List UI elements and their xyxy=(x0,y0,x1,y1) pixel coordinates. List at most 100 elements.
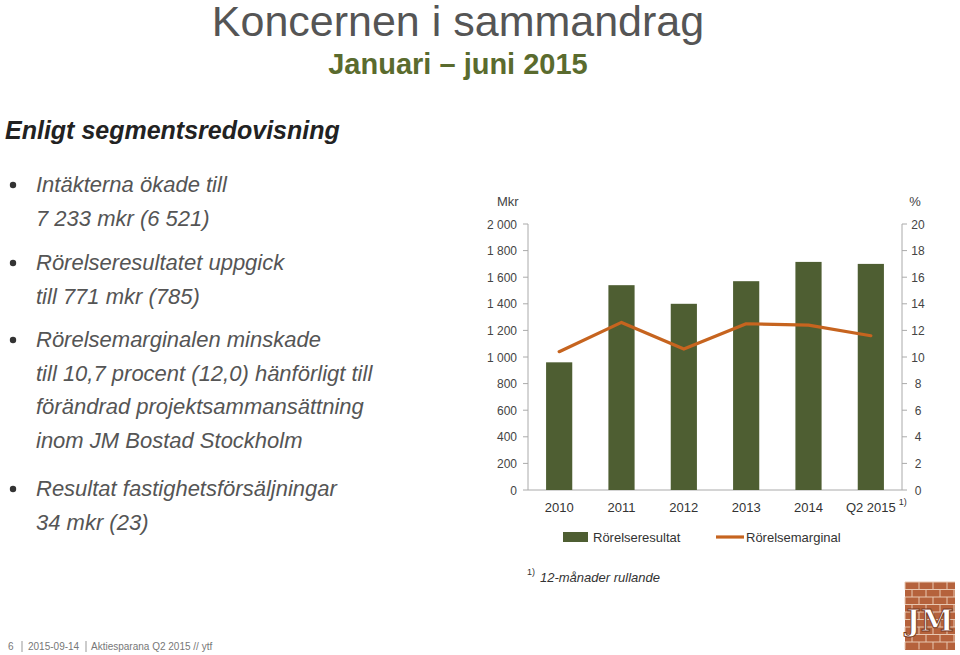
logo-brick-line xyxy=(905,642,906,650)
bullet-text: Rörelseresultatet uppgick xyxy=(36,250,285,275)
slide: Koncernen i sammandragJanuari – juni 201… xyxy=(0,0,960,655)
bullet-text: förändrad projektsammansättning xyxy=(36,394,364,419)
bullet-text: 34 mkr (23) xyxy=(36,510,148,535)
footer-separator xyxy=(22,641,23,652)
y-tick-label: 800 xyxy=(497,377,517,391)
y-tick xyxy=(523,463,528,464)
y2-axis-label: % xyxy=(909,194,921,209)
y2-tick xyxy=(902,436,907,437)
x-tick-label: 2012 xyxy=(669,500,698,515)
logo-brick-line xyxy=(954,590,955,598)
logo-brick-line xyxy=(947,642,948,650)
y2-tick xyxy=(902,330,907,331)
y-tick-label: 0 xyxy=(510,484,517,498)
y-tick-label: 600 xyxy=(497,404,517,418)
y2-tick xyxy=(902,463,907,464)
bullet-dot xyxy=(10,337,16,343)
bar xyxy=(733,281,759,490)
bullet-dot xyxy=(10,260,16,266)
y-tick-label: 1 800 xyxy=(487,244,517,258)
line xyxy=(559,322,871,351)
logo-brick-line xyxy=(919,642,920,650)
y-tick xyxy=(523,357,528,358)
bullet-text: till 10,7 procent (12,0) hänförligt till xyxy=(36,361,373,386)
bullet-text: Resultat fastighetsförsäljningar xyxy=(36,476,338,501)
y2-tick-label: 0 xyxy=(915,484,922,498)
legend-swatch xyxy=(716,535,744,538)
y-tick xyxy=(523,383,528,384)
subtitle: Januari – juni 2015 xyxy=(328,48,588,80)
bar xyxy=(546,362,572,490)
logo-brick-line xyxy=(905,582,906,590)
y-tick xyxy=(523,330,528,331)
y-tick xyxy=(523,410,528,411)
logo-brick-line xyxy=(933,582,934,590)
x-axis-line xyxy=(528,490,902,491)
logo-brick-line xyxy=(940,590,941,598)
legend-label: Rörelsemarginal xyxy=(746,530,841,545)
y2-tick-label: 8 xyxy=(915,377,922,391)
bullet-text: 7 233 mkr (6 521) xyxy=(36,206,210,231)
y2-tick xyxy=(902,303,907,304)
y2-tick-label: 2 xyxy=(915,457,922,471)
logo-brick-line xyxy=(912,590,913,598)
plot-marks xyxy=(546,262,884,490)
y-tick-label: 200 xyxy=(497,457,517,471)
y-tick xyxy=(523,277,528,278)
x-tick-label: 2013 xyxy=(732,500,761,515)
footnote-marker: 1) xyxy=(899,497,907,507)
y-tick xyxy=(523,224,528,225)
footer-separator xyxy=(86,641,87,652)
y-axis-label: Mkr xyxy=(497,194,519,209)
y2-tick-label: 4 xyxy=(915,430,922,444)
logo: JM xyxy=(903,582,955,650)
y2-tick xyxy=(902,224,907,225)
y-tick xyxy=(523,490,528,491)
footer-date: 2015-09-14 xyxy=(28,641,80,652)
y2-tick-label: 10 xyxy=(911,351,925,365)
bullet-dot xyxy=(10,486,16,492)
y-tick-label: 1 400 xyxy=(487,297,517,311)
page-number: 6 xyxy=(8,641,14,652)
bullet-dot xyxy=(10,182,16,188)
y2-tick xyxy=(902,383,907,384)
y-tick-label: 2 000 xyxy=(487,218,517,232)
y-tick-label: 1 600 xyxy=(487,271,517,285)
x-tick-label: 2011 xyxy=(608,500,636,515)
y2-tick-label: 6 xyxy=(915,404,922,418)
bullet-text: inom JM Bostad Stockholm xyxy=(36,428,303,453)
title: Koncernen i sammandrag xyxy=(212,0,704,45)
y2-tick-label: 20 xyxy=(911,218,925,232)
bullet-text: till 771 mkr (785) xyxy=(36,284,200,309)
legend-swatch xyxy=(563,532,588,542)
y2-tick-label: 18 xyxy=(911,244,925,258)
y-tick xyxy=(523,250,528,251)
x-tick-label: 2010 xyxy=(545,500,574,515)
footnote: 12-månader rullande xyxy=(540,570,660,585)
bar xyxy=(858,264,884,490)
logo-brick-line xyxy=(919,582,920,590)
y2-tick xyxy=(902,410,907,411)
y2-tick xyxy=(902,277,907,278)
section-heading: Enligt segmentsredovisning xyxy=(5,116,340,144)
y-tick-label: 1 200 xyxy=(487,324,517,338)
logo-brick-line xyxy=(947,582,948,590)
x-tick-label: Q2 2015 xyxy=(846,500,896,515)
chart: Mkr%02004006008001 0001 2001 4001 6001 8… xyxy=(487,194,925,585)
y2-tick xyxy=(902,357,907,358)
logo-brick-line xyxy=(926,590,927,598)
bar xyxy=(671,304,697,490)
x-tick-label: 2014 xyxy=(794,500,823,515)
logo-text: JM xyxy=(903,603,953,638)
legend-label: Rörelseresultat xyxy=(593,530,681,545)
y-tick xyxy=(523,436,528,437)
y2-tick-label: 14 xyxy=(911,297,925,311)
logo-brick-line xyxy=(933,642,934,650)
y-tick-label: 1 000 xyxy=(487,351,517,365)
y2-tick xyxy=(902,490,907,491)
bullet-text: Intäkterna ökade till xyxy=(36,172,228,197)
y-tick xyxy=(523,303,528,304)
y2-tick-label: 12 xyxy=(911,324,925,338)
footnote-marker: 1) xyxy=(527,567,535,577)
y-tick-label: 400 xyxy=(497,430,517,444)
